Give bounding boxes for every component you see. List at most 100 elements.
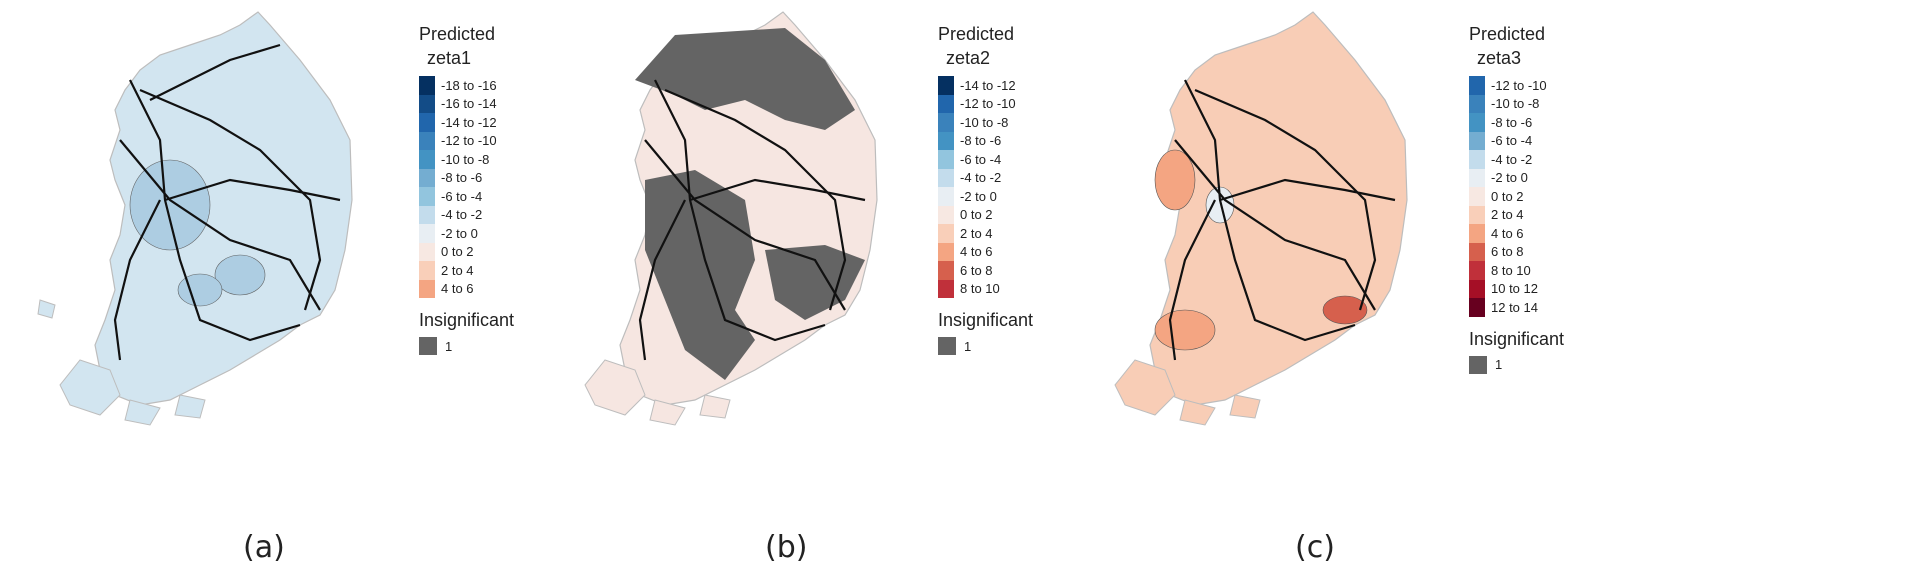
legend-row: -6 to -4 xyxy=(419,187,514,206)
legend-label: 6 to 8 xyxy=(1491,244,1524,260)
legend-swatch xyxy=(1469,168,1485,187)
legend-label: 0 to 2 xyxy=(1491,188,1524,204)
legend-swatch xyxy=(419,205,435,224)
legend-swatch xyxy=(419,187,435,206)
rail-line xyxy=(638,199,686,361)
legend-row: 10 to 12 xyxy=(1469,279,1564,298)
legend-swatch xyxy=(1469,261,1485,280)
legend-row: 8 to 10 xyxy=(938,279,1033,298)
legend-row: -4 to -2 xyxy=(1469,150,1564,169)
legend-row: -8 to -6 xyxy=(938,131,1033,150)
legend-a: Predicted zeta1 -18 to -16 -16 to -14 -14 … xyxy=(419,22,514,355)
panel-b: Predicted zeta2 -14 to -12 -12 to -10 -10 … xyxy=(525,0,1145,583)
legend-row: 0 to 2 xyxy=(1469,187,1564,206)
legend-row: -8 to -6 xyxy=(1469,113,1564,132)
legend-label: -8 to -6 xyxy=(1491,114,1533,130)
legend-swatch xyxy=(1469,242,1485,261)
rail-line xyxy=(1174,139,1376,311)
legend-label: 2 to 4 xyxy=(960,225,993,241)
legend-row: 2 to 4 xyxy=(938,224,1033,243)
legend-swatch xyxy=(938,279,954,298)
rail-line xyxy=(149,43,281,101)
legend-row: 2 to 4 xyxy=(1469,205,1564,224)
value-contours-c xyxy=(1154,149,1368,351)
legend-row: -10 to -8 xyxy=(419,150,514,169)
legend-swatch xyxy=(1469,187,1485,206)
legend-row: -4 to -2 xyxy=(419,205,514,224)
landmass-c xyxy=(1114,11,1408,426)
legend-label: 4 to 6 xyxy=(441,281,474,297)
panel-a: Predicted zeta1 -18 to -16 -16 to -14 -14 … xyxy=(0,0,620,583)
legend-row: 0 to 2 xyxy=(938,205,1033,224)
legend-swatch xyxy=(938,131,954,150)
rail-network-a xyxy=(113,43,341,361)
legend-label: -6 to -4 xyxy=(960,151,1002,167)
korea-map-a xyxy=(37,11,353,426)
insignificant-value: 1 xyxy=(1495,357,1503,372)
legend-row: 6 to 8 xyxy=(938,261,1033,280)
legend-label: 0 to 2 xyxy=(960,207,993,223)
legend-row: 2 to 4 xyxy=(419,261,514,280)
legend-swatch xyxy=(419,131,435,150)
legend-swatch xyxy=(419,94,435,113)
insignificant-row: 1 xyxy=(1469,355,1564,374)
legend-items: -18 to -16 -16 to -14 -14 to -12 -12 to -10… xyxy=(419,76,514,298)
legend-row: -2 to 0 xyxy=(1469,168,1564,187)
legend-title: Predicted xyxy=(938,24,1015,44)
legend-row: -12 to -10 xyxy=(938,94,1033,113)
legend-swatch xyxy=(938,242,954,261)
legend-label: -4 to -2 xyxy=(1491,151,1533,167)
legend-row: -12 to -10 xyxy=(419,131,514,150)
rail-line xyxy=(664,88,847,311)
legend-subtitle: zeta3 xyxy=(1477,48,1522,68)
legend-swatch xyxy=(1469,131,1485,150)
caption-b: (b) xyxy=(765,530,808,565)
legend-swatch xyxy=(1469,76,1485,95)
insignificant-value: 1 xyxy=(964,338,972,354)
legend-swatch xyxy=(1469,113,1485,132)
legend-swatch xyxy=(419,224,435,243)
legend-title: Predicted xyxy=(419,24,496,44)
rail-line xyxy=(1219,178,1396,202)
rail-line xyxy=(654,79,826,342)
contour-region xyxy=(177,273,223,307)
south-islands xyxy=(584,359,731,426)
legend-row: 4 to 6 xyxy=(419,279,514,298)
rail-line xyxy=(119,139,321,311)
rail-network-b xyxy=(638,79,866,361)
legend-label: 2 to 4 xyxy=(1491,207,1524,223)
legend-items: -14 to -12 -12 to -10 -10 to -8 -8 to -6 -6 … xyxy=(938,76,1033,298)
legend-label: -14 to -12 xyxy=(960,77,1016,93)
legend-row: -2 to 0 xyxy=(938,187,1033,206)
legend-swatch xyxy=(1469,205,1485,224)
legend-swatch xyxy=(938,113,954,132)
legend-row: -6 to -4 xyxy=(1469,131,1564,150)
caption-c: (c) xyxy=(1295,530,1335,565)
legend-label: -4 to -2 xyxy=(441,207,483,223)
legend-label: 12 to 14 xyxy=(1491,299,1538,315)
legend-swatch xyxy=(419,279,435,298)
legend-label: -18 to -16 xyxy=(441,77,497,93)
legend-label: -8 to -6 xyxy=(960,133,1002,149)
legend-label: 0 to 2 xyxy=(441,244,474,260)
legend-c: Predicted zeta3 -12 to -10 -10 to -8 -8 to… xyxy=(1469,22,1564,374)
legend-row: -16 to -14 xyxy=(419,94,514,113)
panel-c: Predicted zeta3 -12 to -10 -10 to -8 -8 to… xyxy=(1055,0,1675,583)
legend-row: -14 to -12 xyxy=(938,76,1033,95)
legend-label: 4 to 6 xyxy=(1491,225,1524,241)
legend-label: -10 to -8 xyxy=(960,114,1009,130)
legend-row: -8 to -6 xyxy=(419,168,514,187)
legend-swatch xyxy=(1469,150,1485,169)
legend-swatch xyxy=(1469,279,1485,298)
legend-items: -12 to -10 -10 to -8 -8 to -6 -6 to -4 -4 to… xyxy=(1469,76,1564,317)
legend-label: 6 to 8 xyxy=(960,262,993,278)
legend-swatch xyxy=(938,94,954,113)
insignificant-title: Insignificant xyxy=(1469,328,1565,349)
legend-row: -10 to -8 xyxy=(1469,94,1564,113)
legend-label: -8 to -6 xyxy=(441,170,483,186)
legend-label: 2 to 4 xyxy=(441,262,474,278)
legend-label: 10 to 12 xyxy=(1491,281,1538,297)
legend-swatch xyxy=(419,150,435,169)
legend-swatch xyxy=(419,168,435,187)
caption-a: (a) xyxy=(243,530,285,565)
